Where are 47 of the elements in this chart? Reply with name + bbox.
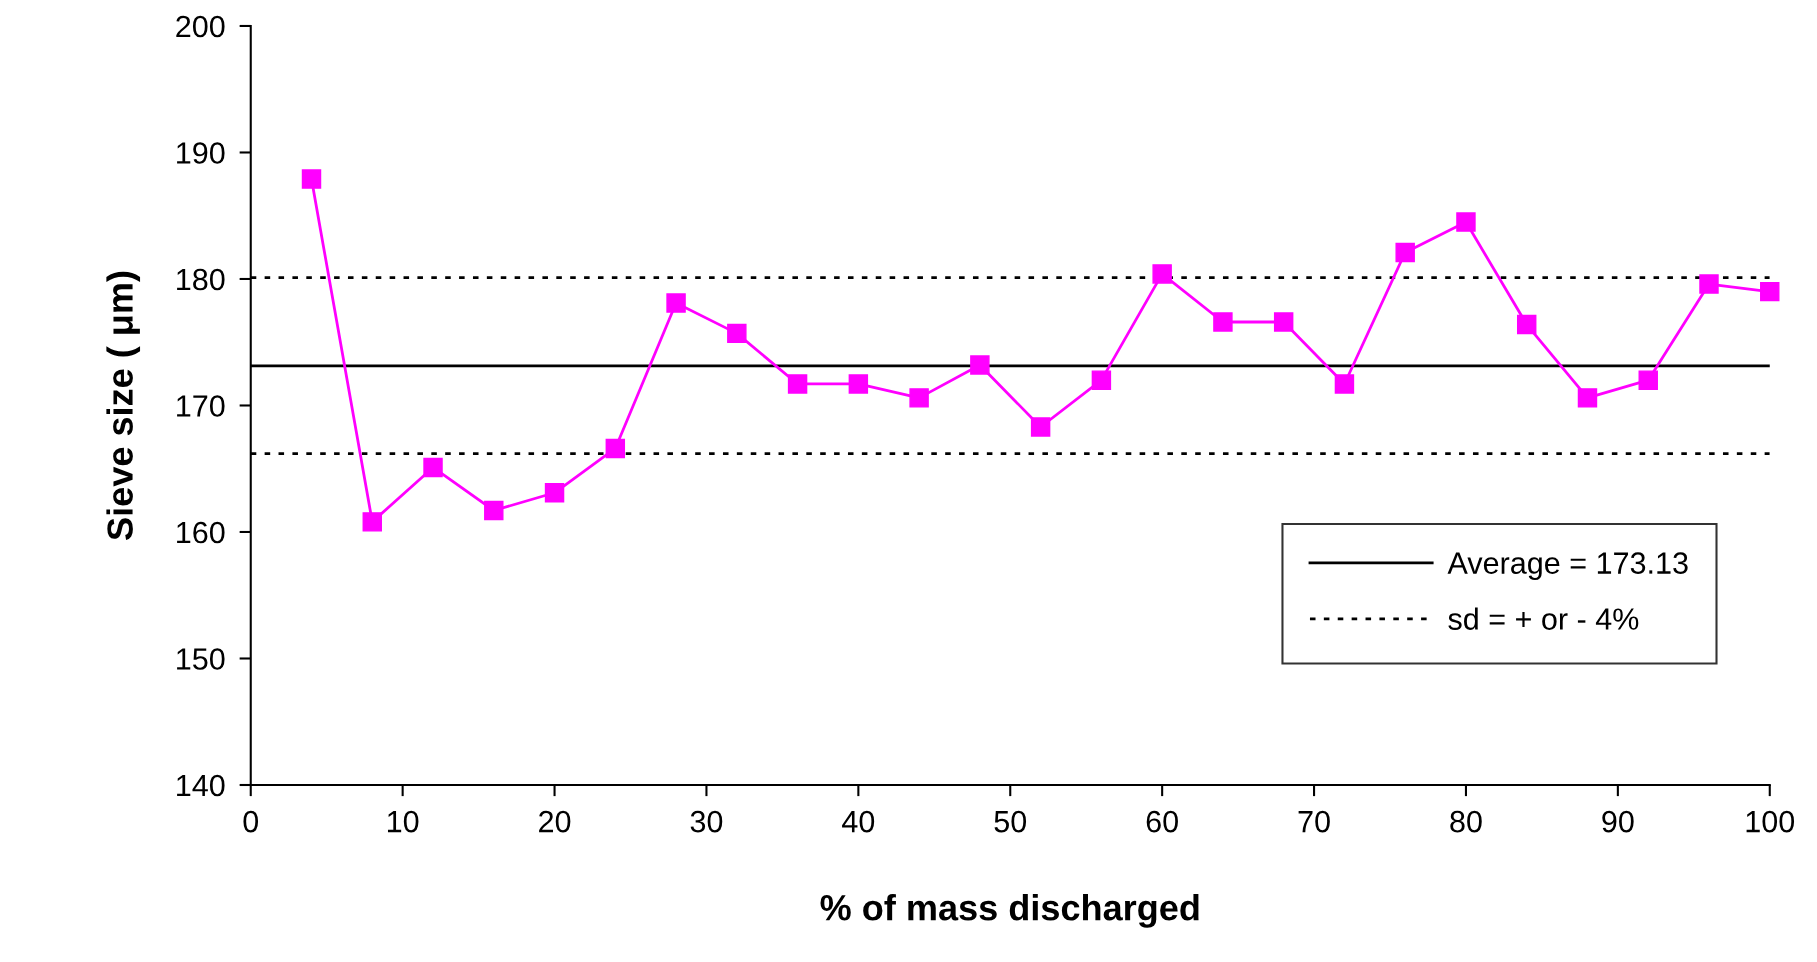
point [362,512,382,532]
y-tick-label: 190 [177,142,225,164]
x-tick-label: 90 [1602,810,1634,833]
point [1638,370,1658,390]
point [787,374,808,394]
point [909,388,929,408]
x-tick-label: 60 [1146,810,1178,833]
y-tick-label: 200 [176,15,225,38]
y-axis-title: Sieve size ( μm) [106,271,141,540]
point [1213,312,1233,332]
y-tick-label: 140 [177,774,225,797]
point [1334,374,1355,394]
x-tick-label: 70 [1298,810,1330,833]
point [970,355,990,375]
point [1516,314,1537,335]
x-tick-label: 30 [690,810,723,833]
y-tick-label: 160 [177,521,225,544]
point [544,483,565,503]
point [1456,212,1476,232]
y-tick-label: 180 [177,268,225,291]
point [727,323,747,344]
point [1395,242,1415,263]
x-tick-label: 50 [994,810,1027,833]
point [666,293,686,313]
point [301,169,322,189]
point [1699,274,1719,294]
x-axis-title: % of mass discharged [820,894,1199,928]
x-tick-label: 10 [387,810,419,833]
point [1760,281,1780,302]
x-tick-label: 0 [243,810,259,833]
x-tick-label: 40 [842,810,875,833]
point [1091,370,1112,390]
x-tick-label: 100 [1746,810,1795,833]
point [605,438,626,459]
point [848,374,869,394]
x-tick-label: 80 [1450,810,1482,833]
legend-label: sd = + or - 4% [1448,607,1639,630]
y-tick-label: 170 [177,395,225,417]
point [484,500,504,521]
point [1030,417,1051,437]
point [423,457,443,478]
point [1273,312,1294,332]
legend-label: Average = 173.13 [1447,552,1688,580]
y-tick-label: 150 [177,648,225,670]
point [1152,264,1172,284]
x-tick-label: 20 [539,810,571,833]
point [1577,388,1598,408]
